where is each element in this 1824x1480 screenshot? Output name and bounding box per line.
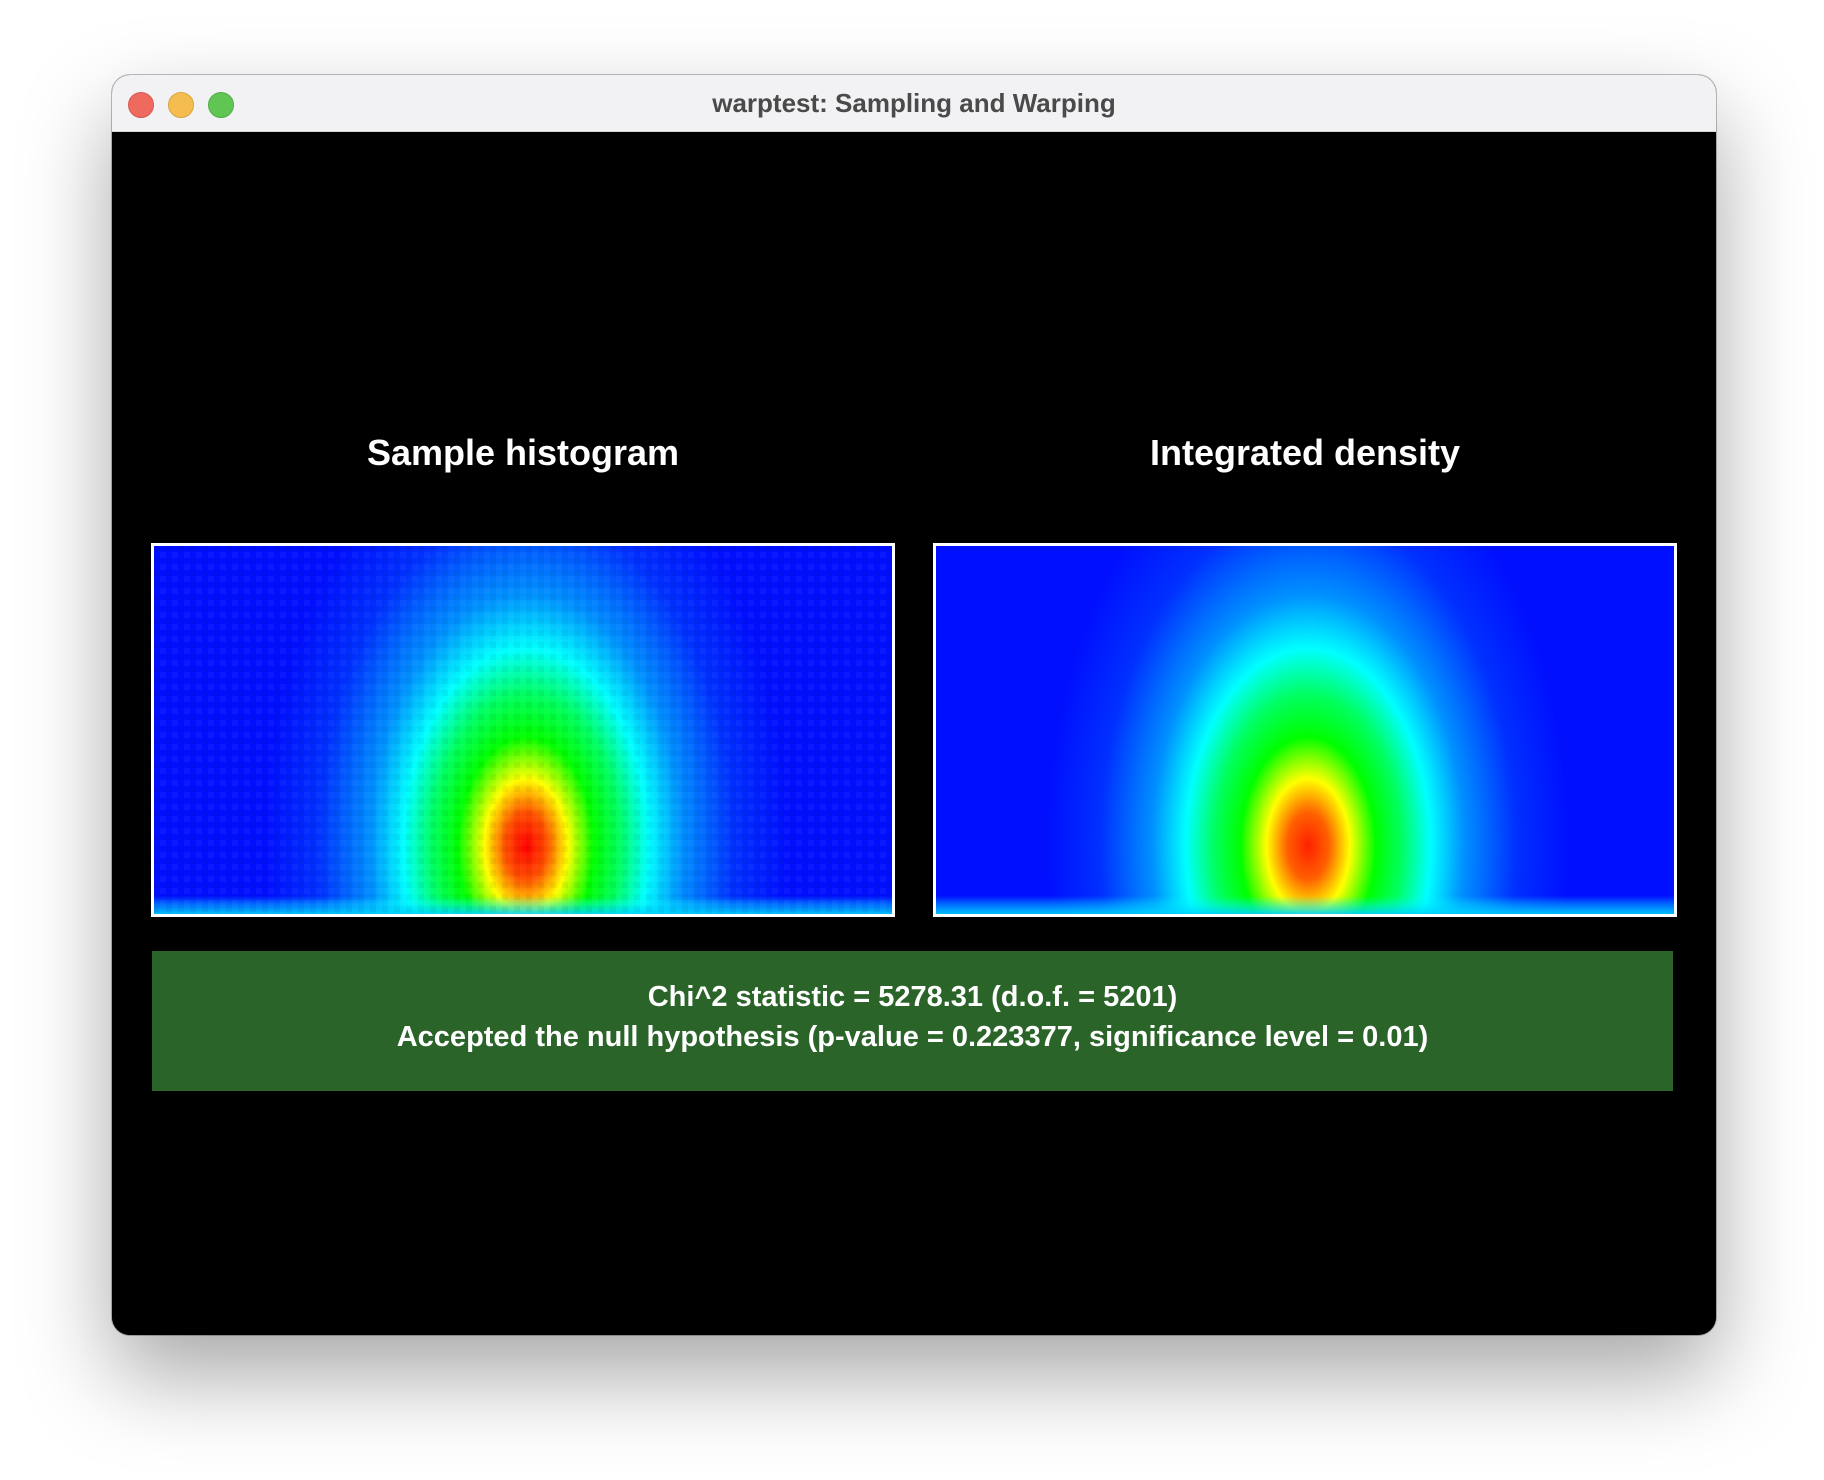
- title-bar: warptest: Sampling and Warping: [112, 75, 1716, 132]
- app-window: warptest: Sampling and Warping Sample hi…: [112, 75, 1716, 1335]
- histogram-noise: [154, 546, 892, 914]
- zoom-window-button[interactable]: [208, 92, 234, 118]
- integrated-density-title: Integrated density: [1149, 432, 1461, 473]
- close-window-button[interactable]: [128, 92, 154, 118]
- main-content: Sample histogram Integrated density: [112, 132, 1716, 1335]
- integrated-density-plot: [933, 543, 1677, 917]
- sample-histogram-plot: [151, 543, 895, 917]
- density-bottom-edge: [936, 896, 1674, 914]
- density-gradient: [936, 546, 1674, 914]
- sample-histogram-title: Sample histogram: [366, 432, 680, 473]
- chi-square-result-box: Chi^2 statistic = 5278.31 (d.o.f. = 5201…: [152, 951, 1673, 1091]
- chi-square-statistic-text: Chi^2 statistic = 5278.31 (d.o.f. = 5201…: [647, 981, 1178, 1013]
- sample-histogram-heatmap: [154, 546, 892, 914]
- integrated-density-heatmap: [936, 546, 1674, 914]
- window-title: warptest: Sampling and Warping: [712, 88, 1116, 118]
- minimize-window-button[interactable]: [168, 92, 194, 118]
- hypothesis-result-text: Accepted the null hypothesis (p-value = …: [396, 1021, 1429, 1053]
